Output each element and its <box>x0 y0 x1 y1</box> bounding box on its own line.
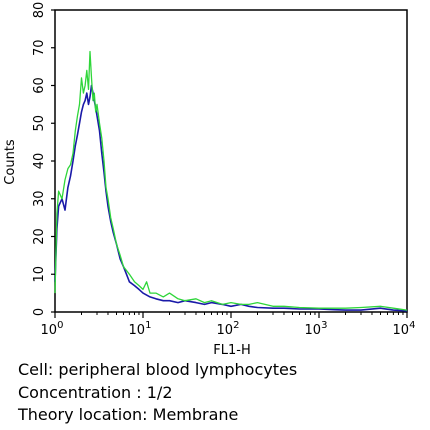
x-axis-label: FL1-H <box>213 343 250 358</box>
y-tick-label: 30 <box>32 190 47 207</box>
x-tick-label: 100 <box>41 320 64 338</box>
y-axis-label: Counts <box>3 139 18 185</box>
caption-cell-line: Cell: peripheral blood lymphocytes <box>18 360 298 379</box>
y-tick-label: 70 <box>32 39 47 56</box>
x-tick-label: 103 <box>305 320 328 338</box>
x-tick-exponent: 1 <box>145 320 151 331</box>
x-tick-base: 10 <box>305 323 322 338</box>
x-tick-label: 102 <box>217 320 240 338</box>
caption-location-line: Theory location: Membrane <box>18 405 239 424</box>
y-tick-label: 80 <box>32 2 47 19</box>
x-tick-label: 104 <box>393 320 416 338</box>
x-tick-exponent: 4 <box>409 320 415 331</box>
y-tick-label: 10 <box>32 266 47 283</box>
x-tick-base: 10 <box>129 323 146 338</box>
x-tick-base: 10 <box>393 323 410 338</box>
y-tick-label: 0 <box>32 308 47 316</box>
x-tick-exponent: 0 <box>57 320 63 331</box>
x-tick-base: 10 <box>217 323 234 338</box>
caption-concentration-line: Concentration : 1/2 <box>18 383 173 402</box>
x-tick-base: 10 <box>41 323 58 338</box>
y-tick-label: 60 <box>32 77 47 94</box>
plot-area-frame <box>54 9 408 313</box>
x-tick-exponent: 3 <box>321 320 327 331</box>
y-tick-label: 50 <box>32 115 47 132</box>
x-tick-exponent: 2 <box>233 320 239 331</box>
x-tick-label: 101 <box>129 320 152 338</box>
histogram-series-line-1 <box>54 84 408 312</box>
y-tick-label: 20 <box>32 228 47 245</box>
y-tick-label: 40 <box>32 153 47 170</box>
histogram-series-line-2 <box>54 50 408 311</box>
